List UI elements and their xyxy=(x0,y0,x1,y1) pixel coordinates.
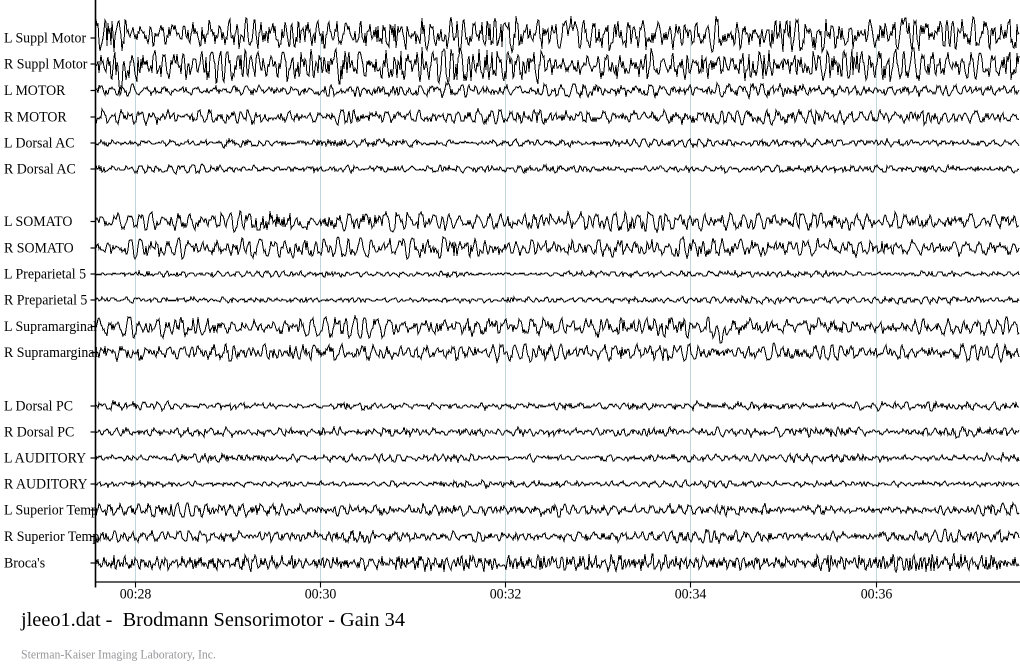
svg-text:R AUDITORY: R AUDITORY xyxy=(4,477,88,493)
svg-text:00:36: 00:36 xyxy=(861,587,893,603)
svg-text:00:28: 00:28 xyxy=(120,587,152,603)
svg-text:L SOMATO: L SOMATO xyxy=(4,214,73,230)
svg-text:jleeo1.dat - Brodmann Sensori: jleeo1.dat - Brodmann Sensorimotor - Gai… xyxy=(20,609,405,631)
svg-text:R Supramarginal: R Supramarginal xyxy=(4,345,98,361)
svg-text:L Preparietal 5: L Preparietal 5 xyxy=(4,267,86,283)
svg-text:L Supramarginal: L Supramarginal xyxy=(4,319,97,335)
svg-text:Broca's: Broca's xyxy=(4,556,45,572)
svg-text:L MOTOR: L MOTOR xyxy=(4,83,65,99)
svg-text:L Superior Temp: L Superior Temp xyxy=(4,503,98,519)
svg-text:00:34: 00:34 xyxy=(675,587,707,603)
svg-text:R Superior Temp: R Superior Temp xyxy=(4,529,99,545)
svg-text:Sterman-Kaiser Imaging Laborat: Sterman-Kaiser Imaging Laboratory, Inc. xyxy=(21,647,216,662)
svg-text:L AUDITORY: L AUDITORY xyxy=(4,451,86,467)
svg-text:R Dorsal PC: R Dorsal PC xyxy=(4,425,74,441)
svg-text:00:32: 00:32 xyxy=(490,587,522,603)
svg-text:L Dorsal PC: L Dorsal PC xyxy=(4,399,73,415)
svg-text:R Suppl Motor: R Suppl Motor xyxy=(4,57,87,73)
svg-text:L Suppl Motor: L Suppl Motor xyxy=(4,31,86,47)
svg-text:R Preparietal 5: R Preparietal 5 xyxy=(4,293,87,309)
svg-text:00:30: 00:30 xyxy=(305,587,337,603)
svg-text:R SOMATO: R SOMATO xyxy=(4,241,74,257)
svg-text:R Dorsal AC: R Dorsal AC xyxy=(4,162,76,178)
svg-text:R MOTOR: R MOTOR xyxy=(4,110,67,126)
svg-text:L Dorsal AC: L Dorsal AC xyxy=(4,136,75,152)
